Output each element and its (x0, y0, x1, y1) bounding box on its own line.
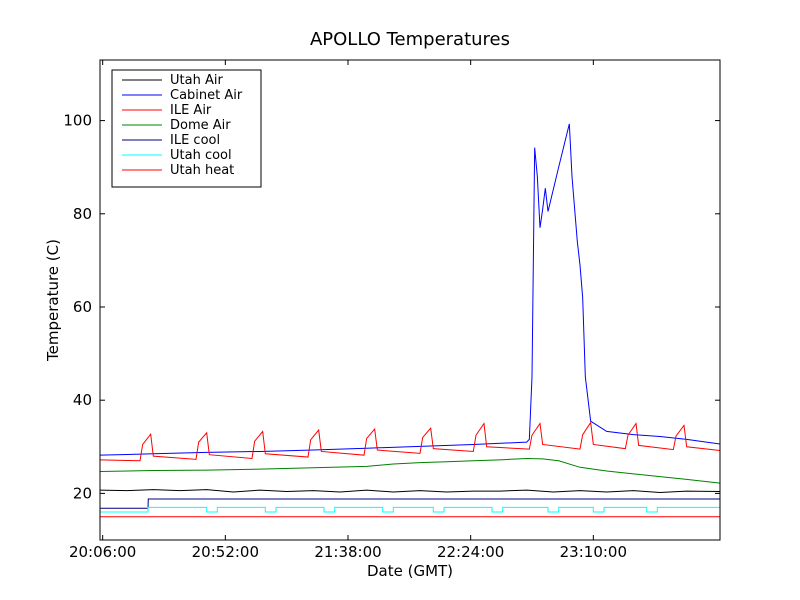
x-tick-label: 22:24:00 (437, 543, 504, 561)
y-tick-label: 100 (63, 112, 92, 130)
legend-label-utah-heat: Utah heat (170, 163, 234, 178)
x-axis-label: Date (GMT) (367, 562, 453, 580)
x-tick-label: 20:52:00 (192, 543, 259, 561)
series-line-dome-air (100, 457, 720, 484)
y-tick-label: 20 (73, 484, 92, 502)
plot-area: 20 40 60 80 100 20:06:00 20:52:00 21:38:00 22:24… (63, 59, 721, 561)
legend-label-cabinet-air: Cabinet Air (170, 88, 243, 103)
series-line-utah-air (100, 489, 720, 493)
series-line-ile-cool (100, 498, 720, 509)
legend-label-utah-air: Utah Air (170, 73, 223, 88)
chart-title: APOLLO Temperatures (310, 29, 510, 50)
y-tick-label: 40 (73, 391, 92, 409)
series-line-ile-air (100, 421, 720, 462)
legend-label-utah-cool: Utah cool (170, 148, 232, 163)
series-line-cabinet-air (100, 123, 720, 456)
y-axis-label: Temperature (C) (44, 239, 62, 362)
axes-frame (99, 59, 721, 541)
legend-label-ile-cool: ILE cool (170, 133, 220, 148)
legend-label-dome-air: Dome Air (170, 118, 231, 133)
series-group (100, 123, 720, 518)
x-tick-label: 20:06:00 (69, 543, 136, 561)
x-tick-label: 21:38:00 (314, 543, 381, 561)
y-tick-label: 60 (73, 298, 92, 316)
legend-label-ile-air: ILE Air (170, 103, 212, 118)
legend-box (111, 69, 262, 188)
series-line-utah-cool (100, 506, 720, 513)
x-tick-label: 23:10:00 (560, 543, 627, 561)
y-tick-label: 80 (73, 205, 92, 223)
